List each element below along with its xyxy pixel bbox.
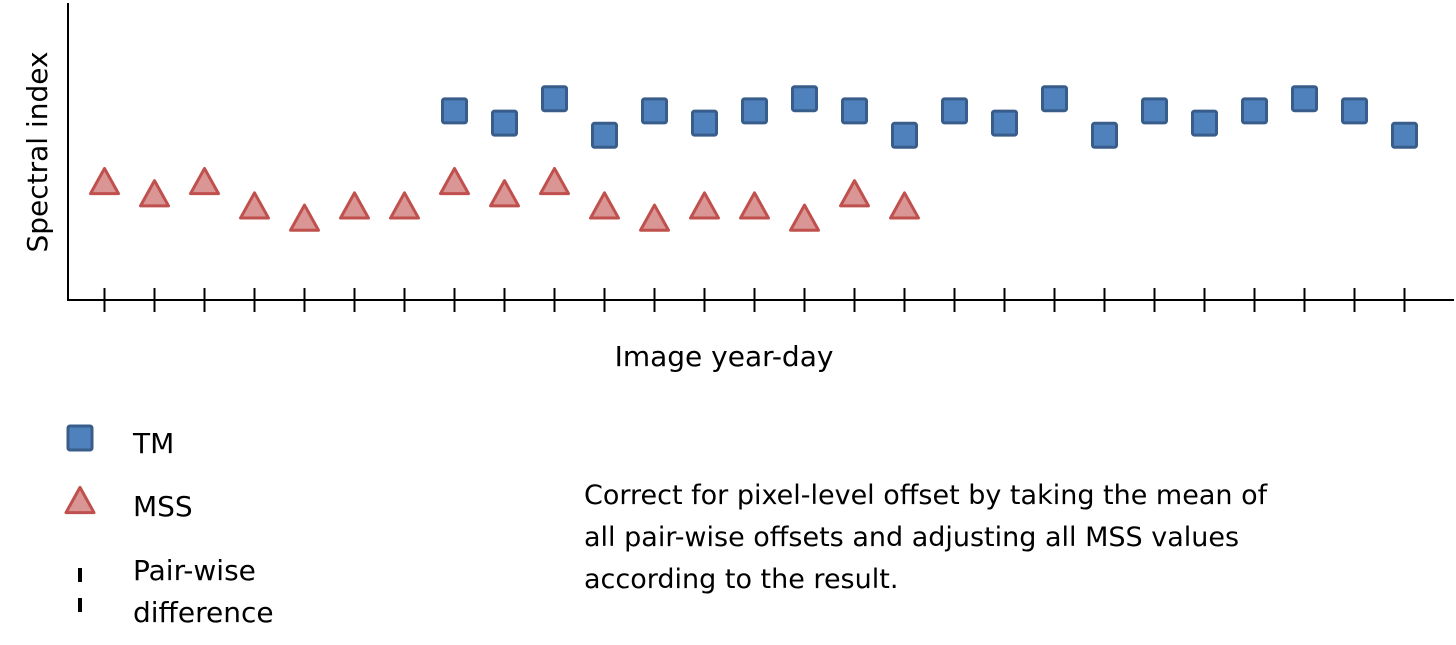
legend-pairwise-marker [78, 568, 82, 612]
tm-point [1291, 85, 1318, 113]
mss-point [689, 191, 720, 220]
legend: TM MSS Pair-wise difference [64, 424, 274, 629]
mss-point [739, 191, 770, 220]
legend-tm-label: TM [132, 427, 174, 460]
tm-point [1241, 97, 1268, 125]
mss-point [389, 191, 420, 220]
tm-point [541, 85, 568, 113]
legend-tm-marker [66, 424, 94, 452]
y-axis-label: Spectral index [21, 51, 54, 252]
tm-point [491, 109, 518, 137]
tm-point [741, 97, 768, 125]
mss-point [289, 203, 320, 232]
tm-series [441, 85, 1418, 149]
legend-dash [78, 598, 82, 612]
mss-point [639, 203, 670, 232]
tm-point [1041, 85, 1068, 113]
tm-point [641, 97, 668, 125]
mss-point [189, 166, 220, 196]
mss-point [489, 179, 520, 208]
mss-point [239, 191, 270, 220]
legend-mss-label: MSS [133, 490, 193, 523]
mss-point [139, 179, 170, 208]
mss-point [339, 191, 370, 220]
mss-point [89, 166, 120, 196]
legend-mss-marker [64, 485, 96, 515]
tm-point [991, 109, 1018, 137]
tm-point [591, 121, 618, 149]
x-axis-ticks [103, 288, 1406, 312]
plot-area [67, 3, 1454, 312]
tm-point [841, 97, 868, 125]
x-axis-label: Image year-day [615, 340, 834, 373]
mss-point [539, 166, 570, 196]
tm-point [941, 97, 968, 125]
mss-point [839, 179, 870, 208]
mss-point [889, 191, 920, 220]
legend-pairwise-label: Pair-wise difference [133, 554, 274, 629]
tm-point [1091, 121, 1118, 149]
mss-series [89, 166, 920, 232]
tm-point [791, 85, 818, 113]
tm-point [1391, 121, 1418, 149]
mss-point [589, 191, 620, 220]
mss-point [439, 166, 470, 196]
tm-point [441, 97, 468, 125]
tm-point [691, 109, 718, 137]
tm-point [1141, 97, 1168, 125]
tm-point [1191, 109, 1218, 137]
tm-point [1341, 97, 1368, 125]
note-text: Correct for pixel-level offset by taking… [584, 480, 1269, 595]
tm-point [891, 121, 918, 149]
mss-point [789, 203, 820, 232]
legend-dash [78, 568, 82, 582]
